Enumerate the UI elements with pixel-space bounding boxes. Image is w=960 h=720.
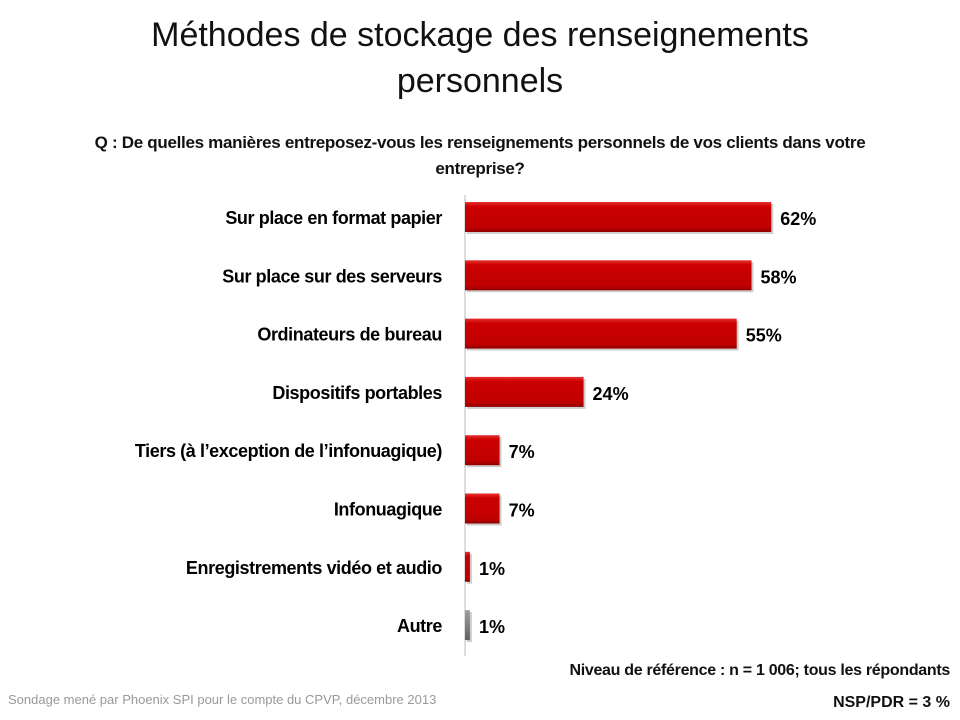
bar (465, 260, 752, 291)
category-label: Sur place sur des serveurs (222, 266, 442, 286)
nsp-note: NSP/PDR = 3 % (833, 694, 950, 711)
category-label: Dispositifs portables (272, 383, 442, 403)
data-label: 24% (593, 384, 629, 404)
bar (465, 202, 772, 232)
data-label: 7% (509, 501, 535, 521)
category-label: Tiers (à l’exception de l’infonuagique) (135, 441, 443, 461)
bar (465, 435, 500, 466)
source-note: Sondage mené par Phoenix SPI pour le com… (8, 692, 437, 707)
question-text: Q : De quelles manières entreposez-vous … (94, 133, 866, 178)
data-label: 7% (509, 442, 535, 462)
bar (465, 318, 737, 349)
bar (465, 493, 500, 524)
chart-title: Méthodes de stockage des renseignements … (151, 16, 809, 100)
data-label: 1% (479, 617, 505, 637)
bar (465, 551, 470, 582)
category-label: Ordinateurs de bureau (257, 325, 442, 345)
baseline-note: Niveau de référence : n = 1 006; tous le… (569, 662, 950, 679)
bar (465, 376, 584, 407)
data-label: 58% (761, 267, 797, 287)
data-label: 1% (479, 559, 505, 579)
data-label: 62% (780, 209, 816, 229)
category-label: Sur place en format papier (225, 208, 442, 228)
category-label: Infonuagique (334, 500, 443, 520)
bar (465, 610, 470, 641)
data-label: 55% (746, 326, 782, 346)
category-label: Enregistrements vidéo et audio (186, 558, 442, 578)
category-label: Autre (397, 616, 442, 636)
